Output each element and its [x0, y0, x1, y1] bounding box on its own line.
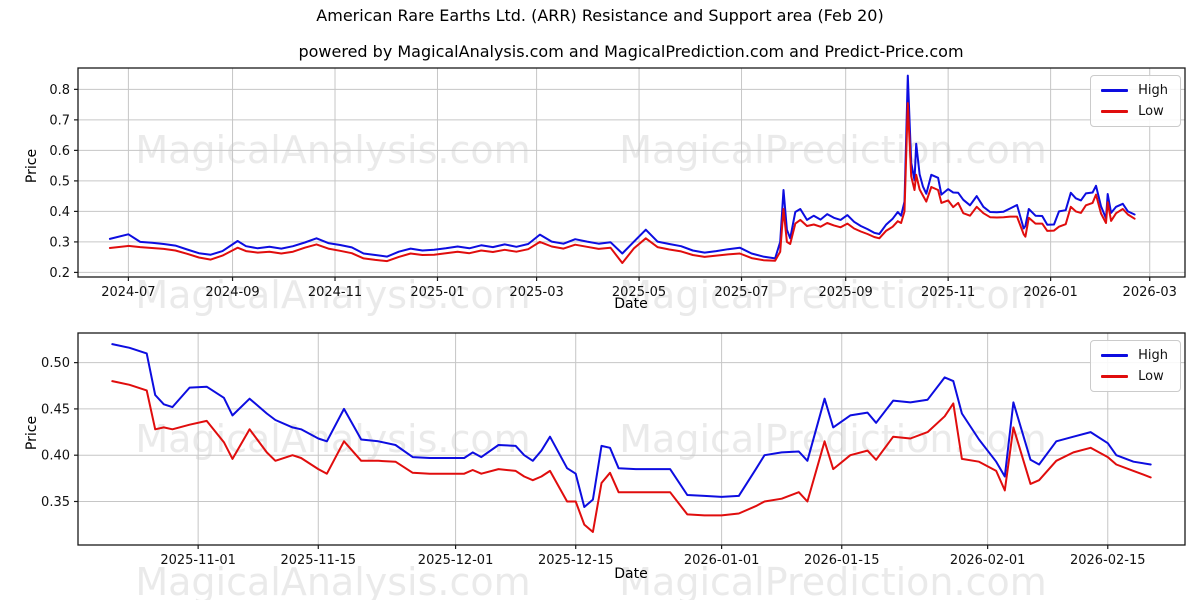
bottom-chart-legend: High Low [1090, 340, 1181, 392]
top-chart-xlabel: Date [614, 296, 648, 312]
legend-item-high: High [1101, 349, 1168, 362]
x-tick-label: 2024-09 [205, 285, 259, 300]
high-line-swatch [1101, 89, 1129, 92]
y-tick-label: 0.5 [49, 174, 70, 189]
y-tick-label: 0.35 [41, 495, 70, 510]
top-chart-ylabel: Price [24, 148, 40, 184]
series-line-high [108, 74, 1136, 260]
y-tick-label: 0.8 [49, 83, 70, 98]
y-tick-label: 0.45 [41, 402, 70, 417]
x-tick-label: 2025-05 [612, 285, 666, 300]
series-line-low [108, 102, 1136, 264]
watermark-text: MagicalAnalysis.com [135, 417, 530, 461]
x-tick-label: 2026-02-15 [1070, 553, 1146, 568]
low-line-swatch [1101, 110, 1129, 113]
x-tick-label: 2025-07 [714, 285, 768, 300]
watermark-text: MagicalPrediction.com [619, 273, 1047, 317]
y-tick-label: 0.7 [49, 113, 70, 128]
series-line-high [111, 343, 1152, 508]
legend-label-high: High [1138, 83, 1168, 98]
plot-border [77, 332, 1186, 546]
y-tick-label: 0.40 [41, 449, 70, 464]
x-tick-label: 2025-11-15 [280, 553, 356, 568]
legend-label-low: Low [1138, 369, 1164, 384]
legend-label-high: High [1138, 348, 1168, 363]
y-tick-label: 0.50 [41, 356, 70, 371]
watermark-text: MagicalPrediction.com [619, 560, 1047, 600]
legend-label-low: Low [1138, 104, 1164, 119]
x-tick-label: 2026-01 [1023, 285, 1077, 300]
low-line-swatch [1101, 375, 1129, 378]
page-title: American Rare Earths Ltd. (ARR) Resistan… [316, 6, 884, 25]
legend-item-low: Low [1101, 370, 1168, 383]
x-tick-label: 2024-07 [101, 285, 155, 300]
x-tick-label: 2026-02-01 [950, 553, 1026, 568]
x-tick-label: 2026-01-01 [684, 553, 760, 568]
y-tick-label: 0.6 [49, 144, 70, 159]
x-tick-label: 2025-01 [410, 285, 464, 300]
x-tick-label: 2024-11 [308, 285, 362, 300]
top-chart-legend: High Low [1090, 75, 1181, 127]
watermark-text: MagicalAnalysis.com [135, 273, 530, 317]
y-tick-label: 0.2 [49, 266, 70, 281]
x-tick-label: 2025-03 [509, 285, 563, 300]
bottom-chart-xlabel: Date [614, 566, 648, 582]
watermark-text: MagicalAnalysis.com [135, 560, 530, 600]
legend-item-low: Low [1101, 105, 1168, 118]
subtitle: powered by MagicalAnalysis.com and Magic… [298, 42, 964, 61]
x-tick-label: 2025-11 [921, 285, 975, 300]
plot-border [77, 67, 1186, 278]
x-tick-label: 2026-03 [1123, 285, 1177, 300]
x-tick-label: 2025-09 [819, 285, 873, 300]
high-line-swatch [1101, 354, 1129, 357]
legend-item-high: High [1101, 84, 1168, 97]
x-tick-label: 2025-12-15 [538, 553, 614, 568]
series-line-low [111, 380, 1152, 533]
y-tick-label: 0.3 [49, 235, 70, 250]
bottom-chart-ylabel: Price [24, 415, 40, 451]
x-tick-label: 2025-12-01 [418, 553, 494, 568]
x-tick-label: 2026-01-15 [804, 553, 880, 568]
x-tick-label: 2025-11-01 [160, 553, 236, 568]
y-tick-label: 0.4 [49, 205, 70, 220]
